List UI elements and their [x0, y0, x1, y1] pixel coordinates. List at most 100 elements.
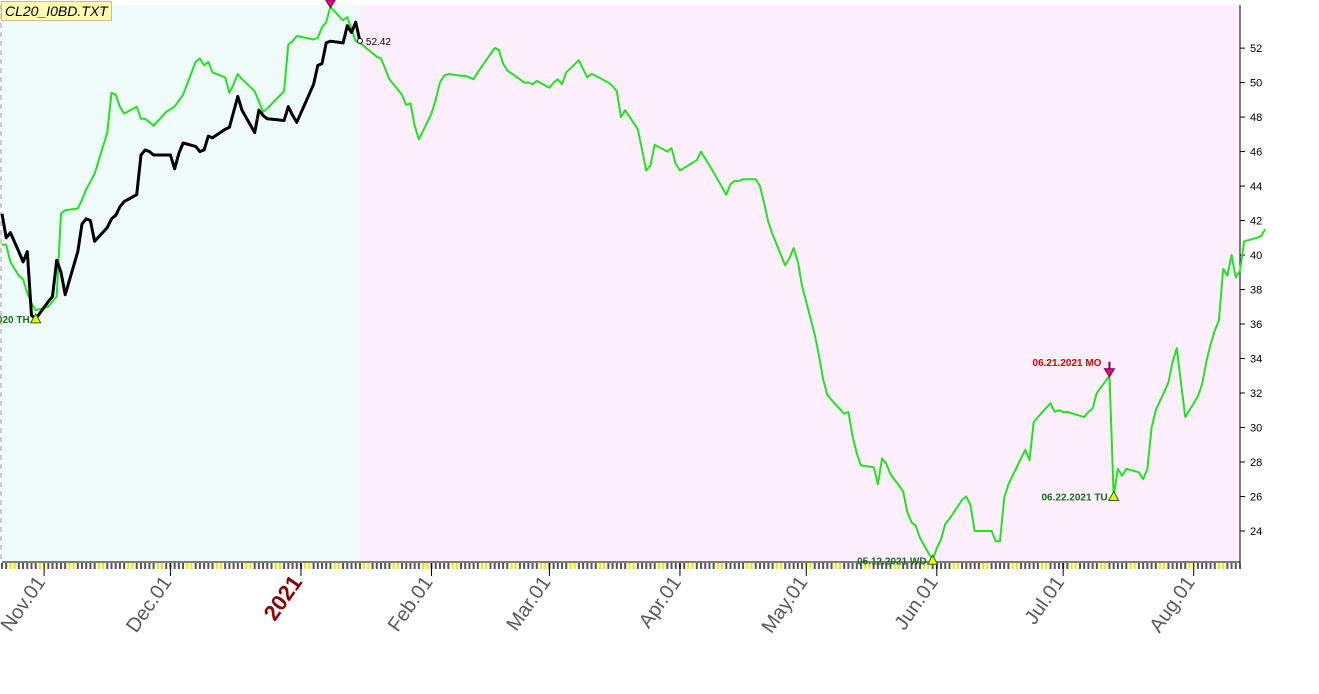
- x-day-tick: [422, 563, 425, 569]
- x-day-tick: [1011, 563, 1014, 569]
- x-day-tick: [531, 563, 534, 569]
- x-day-tick: [325, 563, 328, 569]
- x-day-tick: [493, 563, 496, 569]
- x-day-tick: [716, 563, 719, 569]
- x-day-tick: [598, 563, 601, 569]
- x-day-tick: [59, 563, 62, 569]
- x-day-tick: [1125, 563, 1128, 569]
- x-day-tick: [632, 563, 635, 569]
- x-day-tick: [156, 563, 159, 569]
- x-day-tick: [358, 563, 361, 569]
- x-day-tick: [270, 563, 273, 569]
- x-day-tick: [139, 563, 142, 569]
- x-day-tick: [758, 563, 761, 569]
- x-day-tick: [1150, 563, 1153, 569]
- x-day-tick: [994, 563, 997, 569]
- x-day-tick: [1112, 563, 1115, 569]
- x-day-tick: [1180, 563, 1183, 569]
- file-title-label: CL20_I0BD.TXT: [1, 1, 112, 21]
- x-day-tick: [788, 563, 791, 569]
- x-day-tick: [346, 563, 349, 569]
- x-day-tick: [1121, 563, 1124, 569]
- x-day-tick: [1201, 563, 1204, 569]
- x-day-tick: [1116, 563, 1119, 569]
- x-day-tick: [1129, 563, 1132, 569]
- x-day-tick: [5, 563, 8, 569]
- x-day-tick: [249, 563, 252, 569]
- x-day-tick: [1087, 563, 1090, 569]
- y-tick-label-26: 26: [1250, 491, 1262, 503]
- x-day-tick: [371, 563, 374, 569]
- x-day-tick: [1003, 563, 1006, 569]
- x-day-tick: [729, 563, 732, 569]
- x-day-tick: [1196, 563, 1199, 569]
- x-day-tick: [308, 563, 311, 569]
- x-day-tick: [902, 563, 905, 569]
- x-day-tick: [830, 563, 833, 569]
- x-day-tick: [266, 563, 269, 569]
- x-day-tick: [26, 563, 29, 569]
- x-day-tick: [375, 563, 378, 569]
- x-day-tick: [641, 563, 644, 569]
- x-day-tick: [274, 563, 277, 569]
- x-day-tick: [257, 563, 260, 569]
- x-day-tick: [38, 563, 41, 569]
- x-day-tick: [973, 563, 976, 569]
- x-day-tick: [106, 563, 109, 569]
- low-marker-arrow-4: [29, 312, 42, 324]
- x-month-label-Mar.01: Mar.01: [502, 572, 555, 635]
- x-day-tick: [287, 563, 290, 569]
- x-day-tick: [784, 563, 787, 569]
- x-day-tick: [906, 563, 909, 569]
- x-day-tick: [1032, 563, 1035, 569]
- x-day-tick: [1158, 563, 1161, 569]
- x-day-tick: [405, 563, 408, 569]
- x-day-tick: [1104, 563, 1107, 569]
- x-day-tick: [582, 563, 585, 569]
- x-day-tick: [97, 563, 100, 569]
- x-day-tick: [497, 563, 500, 569]
- x-day-tick: [523, 563, 526, 569]
- x-day-tick: [1213, 563, 1216, 569]
- x-day-tick: [780, 563, 783, 569]
- x-day-tick: [721, 563, 724, 569]
- x-day-tick: [986, 563, 989, 569]
- x-day-tick: [653, 563, 656, 569]
- x-day-tick: [742, 563, 745, 569]
- x-day-tick: [1205, 563, 1208, 569]
- last-value-label: 52.42: [366, 37, 391, 48]
- x-day-tick: [1175, 563, 1178, 569]
- x-day-tick: [1053, 563, 1056, 569]
- x-day-tick: [165, 563, 168, 569]
- x-day-tick: [527, 563, 530, 569]
- x-day-tick: [283, 563, 286, 569]
- x-day-tick: [1095, 563, 1098, 569]
- x-day-tick: [123, 563, 126, 569]
- x-day-tick: [750, 563, 753, 569]
- y-tick-label-34: 34: [1250, 354, 1262, 366]
- x-day-tick: [177, 563, 180, 569]
- x-day-tick: [224, 563, 227, 569]
- x-day-tick: [990, 563, 993, 569]
- x-day-tick: [1167, 563, 1170, 569]
- x-day-tick: [636, 563, 639, 569]
- x-day-tick: [76, 563, 79, 569]
- x-day-tick: [127, 563, 130, 569]
- x-day-tick: [881, 563, 884, 569]
- x-month-label-Jul.01: Jul.01: [1021, 572, 1070, 628]
- x-day-tick: [451, 563, 454, 569]
- y-tick-label-32: 32: [1250, 388, 1262, 400]
- y-tick-label-30: 30: [1250, 422, 1262, 434]
- x-day-tick: [1074, 563, 1077, 569]
- x-day-tick: [569, 563, 572, 569]
- x-day-tick: [1049, 563, 1052, 569]
- x-day-tick: [476, 563, 479, 569]
- x-day-tick: [438, 563, 441, 569]
- x-day-tick: [590, 563, 593, 569]
- x-day-tick: [472, 563, 475, 569]
- x-day-tick: [354, 563, 357, 569]
- x-day-tick: [1070, 563, 1073, 569]
- x-day-tick: [1222, 563, 1225, 569]
- x-day-tick: [624, 563, 627, 569]
